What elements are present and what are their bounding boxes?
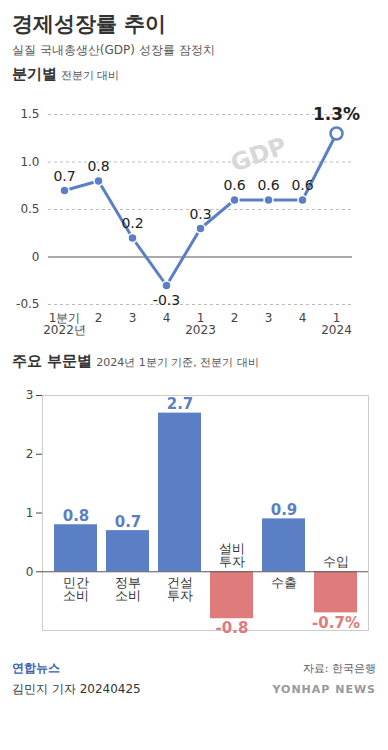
svg-text:0: 0 [32, 250, 40, 264]
svg-text:4: 4 [299, 311, 307, 325]
svg-text:1.0: 1.0 [20, 155, 39, 169]
svg-text:3: 3 [129, 311, 137, 325]
svg-text:수출: 수출 [271, 575, 297, 590]
svg-text:건설투자: 건설투자 [167, 575, 193, 603]
svg-text:3: 3 [265, 311, 273, 325]
svg-text:정부소비: 정부소비 [115, 575, 141, 603]
svg-text:0.9: 0.9 [271, 501, 298, 519]
svg-text:-0.5: -0.5 [16, 297, 39, 311]
svg-text:0.6: 0.6 [223, 177, 245, 193]
svg-text:0.3: 0.3 [189, 206, 211, 222]
html-text:자료: 한국은행: 자료: 한국은행 [302, 662, 376, 675]
html-text:경제성장률 추이: 경제성장률 추이 [12, 12, 167, 36]
svg-text:민간소비: 민간소비 [63, 575, 89, 603]
html-text:분기별 전분기 대비: 분기별 전분기 대비 [12, 65, 120, 83]
svg-text:2: 2 [231, 311, 239, 325]
svg-text:1.5: 1.5 [20, 107, 39, 121]
html-text:주요 부문별 2024년 1분기 기준, 전분기 대비: 주요 부문별 2024년 1분기 기준, 전분기 대비 [12, 352, 259, 370]
svg-text:1: 1 [26, 506, 34, 520]
svg-text:0.2: 0.2 [121, 215, 143, 231]
html-text:실질 국내총생산(GDP) 성장률 잠정치: 실질 국내총생산(GDP) 성장률 잠정치 [12, 43, 215, 57]
svg-text:2: 2 [26, 447, 34, 461]
svg-text:0.8: 0.8 [87, 158, 109, 174]
svg-text:-0.3: -0.3 [153, 292, 180, 308]
svg-text:-0.8: -0.8 [216, 619, 249, 637]
svg-text:0.6: 0.6 [257, 177, 279, 193]
svg-text:-0.7%: -0.7% [312, 614, 360, 632]
svg-text:수입: 수입 [323, 554, 349, 569]
svg-text:설비투자: 설비투자 [219, 541, 245, 569]
svg-text:0.7: 0.7 [53, 168, 75, 184]
svg-text:0.5: 0.5 [20, 202, 39, 216]
svg-text:3: 3 [26, 388, 34, 402]
svg-text:2.7: 2.7 [167, 395, 194, 413]
svg-text:1분기2022년: 1분기2022년 [43, 311, 86, 337]
svg-text:0.7: 0.7 [115, 513, 142, 531]
html-text:김민지 기자 20240425: 김민지 기자 20240425 [12, 682, 141, 696]
svg-text:GDP: GDP [227, 132, 290, 178]
svg-text:0.8: 0.8 [63, 507, 90, 525]
svg-text:4: 4 [163, 311, 171, 325]
svg-text:12023: 12023 [185, 311, 216, 337]
svg-text:0.6: 0.6 [291, 177, 313, 193]
html-text:연합뉴스: 연합뉴스 [12, 661, 60, 675]
svg-text:1.3%: 1.3% [313, 104, 360, 124]
html-text:YONHAP NEWS: YONHAP NEWS [272, 683, 376, 696]
svg-text:12024: 12024 [321, 311, 352, 337]
svg-text:2: 2 [95, 311, 103, 325]
svg-text:0: 0 [26, 565, 34, 579]
